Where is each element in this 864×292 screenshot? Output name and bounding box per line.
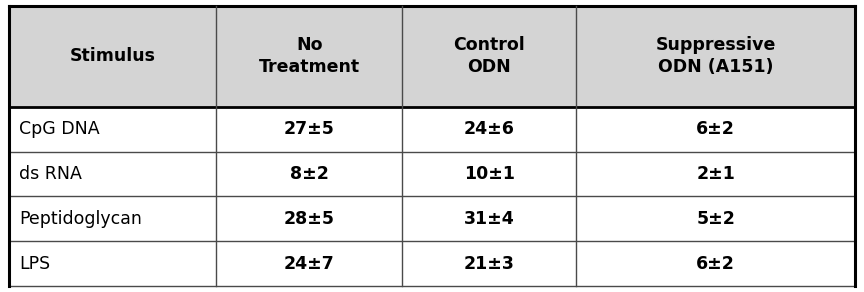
- Bar: [576, 241, 855, 286]
- Bar: [216, 241, 403, 286]
- Bar: [216, 107, 403, 152]
- Bar: [216, 152, 403, 197]
- Text: 28±5: 28±5: [283, 210, 334, 228]
- Text: 24±7: 24±7: [284, 255, 334, 273]
- Text: 6±2: 6±2: [696, 255, 735, 273]
- Bar: [403, 197, 576, 241]
- Bar: [9, 197, 216, 241]
- Text: 27±5: 27±5: [283, 120, 334, 138]
- Text: Control
ODN: Control ODN: [454, 36, 525, 77]
- Bar: [216, 197, 403, 241]
- Bar: [216, 6, 403, 107]
- Text: 5±2: 5±2: [696, 210, 735, 228]
- Bar: [576, 6, 855, 107]
- Text: ds RNA: ds RNA: [19, 165, 82, 183]
- Text: No
Treatment: No Treatment: [258, 36, 359, 77]
- Bar: [9, 6, 216, 107]
- Text: Suppressive
ODN (A151): Suppressive ODN (A151): [656, 36, 776, 77]
- Bar: [576, 152, 855, 197]
- Bar: [403, 241, 576, 286]
- Text: 31±4: 31±4: [464, 210, 515, 228]
- Text: CpG DNA: CpG DNA: [19, 120, 99, 138]
- Text: 24±6: 24±6: [464, 120, 515, 138]
- Text: LPS: LPS: [19, 255, 50, 273]
- Bar: [9, 241, 216, 286]
- Bar: [403, 107, 576, 152]
- Text: 8±2: 8±2: [289, 165, 328, 183]
- Text: Peptidoglycan: Peptidoglycan: [19, 210, 142, 228]
- Bar: [576, 107, 855, 152]
- Text: 6±2: 6±2: [696, 120, 735, 138]
- Bar: [403, 152, 576, 197]
- Bar: [403, 6, 576, 107]
- Text: 2±1: 2±1: [696, 165, 735, 183]
- Text: 10±1: 10±1: [464, 165, 515, 183]
- Bar: [9, 107, 216, 152]
- Text: 21±3: 21±3: [464, 255, 515, 273]
- Text: Stimulus: Stimulus: [69, 47, 156, 65]
- Bar: [9, 152, 216, 197]
- Bar: [576, 197, 855, 241]
